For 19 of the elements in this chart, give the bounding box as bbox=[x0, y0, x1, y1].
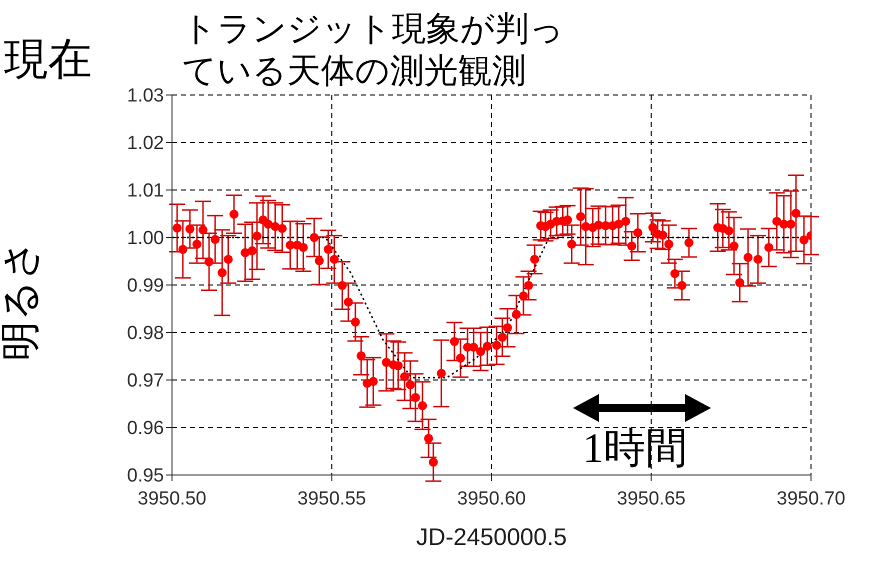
chart-title: トランジット現象が判っている天体の測光観測 bbox=[182, 9, 565, 92]
y-tick-label: 0.97 bbox=[127, 370, 164, 392]
y-tick-label: 0.95 bbox=[127, 466, 164, 487]
y-tick-label: 1.03 bbox=[127, 86, 164, 107]
y-tick-label: 0.99 bbox=[127, 276, 164, 297]
y-tick-label: 0.96 bbox=[127, 418, 164, 440]
x-tick-label: 3950.65 bbox=[616, 488, 686, 510]
y-tick-label: 1.01 bbox=[127, 180, 164, 202]
x-tick-label: 3950.55 bbox=[297, 488, 366, 510]
x-tick-label: 3950.60 bbox=[457, 488, 526, 510]
y-tick-label: 1.00 bbox=[127, 228, 164, 250]
x-axis-title: JD-2450000.5 bbox=[416, 524, 567, 551]
x-tick-label: 3950.50 bbox=[138, 488, 206, 510]
y-axis-title: 明るさ bbox=[0, 239, 44, 361]
annotation: 1時間 bbox=[582, 425, 688, 474]
x-tick-label: 3950.70 bbox=[776, 488, 846, 510]
y-tick-label: 0.98 bbox=[127, 323, 164, 344]
text: 現在 bbox=[4, 34, 92, 86]
y-tick-label: 1.02 bbox=[127, 133, 164, 154]
